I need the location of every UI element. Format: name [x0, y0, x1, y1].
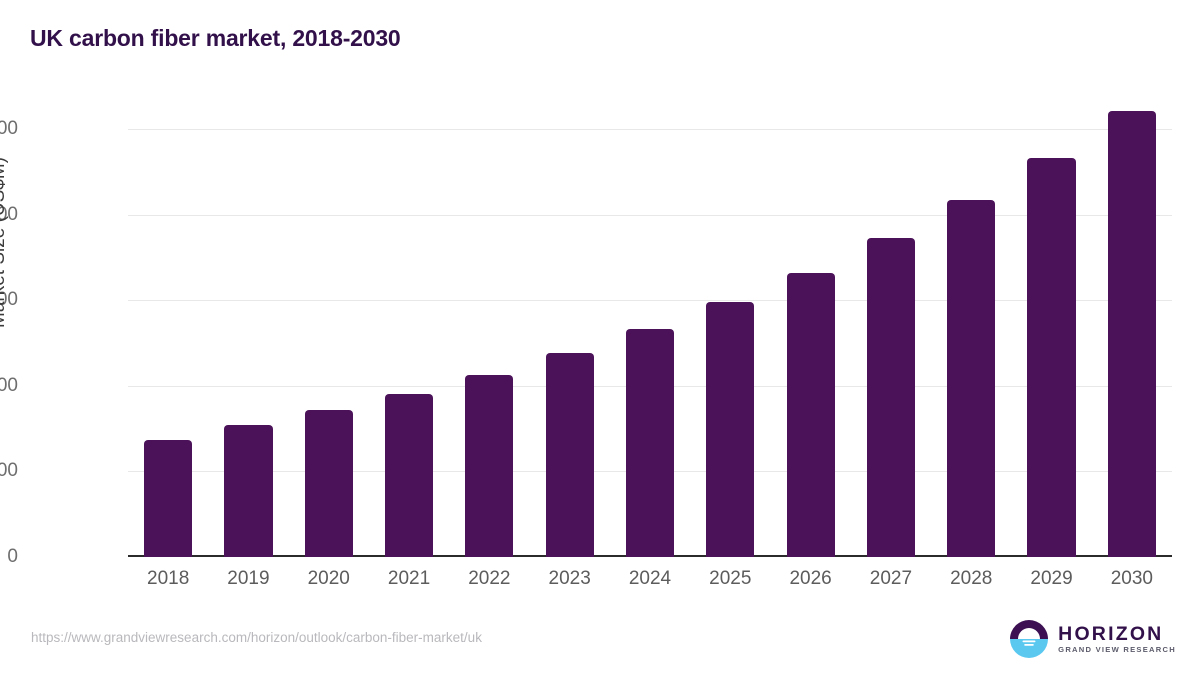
x-axis-tick-label: 2022 — [468, 568, 511, 589]
bar[interactable] — [947, 199, 996, 557]
gridline — [128, 214, 1172, 216]
bar-group: 2024 — [610, 100, 690, 589]
bar[interactable] — [384, 393, 434, 557]
bar-group: 2027 — [851, 100, 931, 589]
bar-group: 2025 — [690, 100, 770, 589]
y-axis-title: Market Size (US$M) — [0, 156, 9, 328]
bar[interactable] — [465, 375, 514, 557]
x-axis-tick-label: 2018 — [147, 568, 190, 589]
gridline — [128, 300, 1172, 302]
y-axis-tick-label: 400 — [0, 374, 18, 396]
logo-text: HORIZON GRAND VIEW RESEARCH — [1058, 624, 1176, 654]
x-axis-tick-label: 2027 — [869, 568, 913, 589]
logo-tagline: GRAND VIEW RESEARCH — [1058, 644, 1176, 654]
bar-group: 2026 — [770, 100, 850, 589]
x-axis-tick-label: 2021 — [387, 568, 431, 589]
x-axis-tick-label: 2028 — [950, 568, 993, 589]
bar-group: 2023 — [530, 100, 610, 589]
bar[interactable] — [1107, 111, 1156, 557]
bar-group: 2022 — [449, 100, 529, 589]
x-axis-tick-label: 2030 — [1110, 568, 1153, 589]
x-axis-tick-label: 2020 — [307, 568, 350, 589]
y-axis-tick-label: 0 — [7, 546, 18, 567]
bar-group: 2019 — [208, 100, 288, 589]
x-axis-tick-label: 2024 — [628, 568, 672, 589]
bar-group: 2020 — [289, 100, 369, 589]
bar-group: 2021 — [369, 100, 449, 589]
horizon-sun-logo-icon — [1010, 620, 1049, 658]
bar[interactable] — [224, 425, 273, 557]
bar-group: 2018 — [128, 100, 208, 589]
y-axis-tick-label: 200 — [0, 460, 18, 482]
bar[interactable] — [144, 440, 193, 557]
bar[interactable] — [1027, 158, 1076, 557]
bar[interactable] — [786, 272, 835, 557]
bar[interactable] — [625, 328, 675, 557]
x-axis-tick-label: 2029 — [1030, 568, 1073, 589]
bar-group: 2029 — [1011, 100, 1091, 589]
bar[interactable] — [304, 410, 353, 557]
y-axis-tick-label: 600 — [0, 289, 18, 311]
x-axis-tick-label: 2023 — [548, 568, 591, 589]
bar-group: 2030 — [1092, 100, 1172, 589]
x-axis-tick-label: 2025 — [709, 568, 752, 589]
page-title: UK carbon fiber market, 2018-2030 — [30, 25, 401, 51]
horizon-logo[interactable]: HORIZON GRAND VIEW RESEARCH — [1009, 618, 1176, 660]
bar[interactable] — [706, 302, 755, 557]
x-axis-tick-label: 2019 — [227, 568, 270, 589]
source-url[interactable]: https://www.grandviewresearch.com/horizo… — [31, 630, 482, 645]
bar[interactable] — [866, 238, 915, 557]
bar-group: 2028 — [931, 100, 1011, 589]
x-axis-tick-label: 2026 — [789, 568, 832, 589]
bar-series: 2018 2019 2020 2021 2022 2023 2024 2025 2026 2027… — [128, 100, 1172, 589]
gridline — [128, 129, 1172, 130]
y-axis-tick-label: 1000 — [0, 118, 18, 139]
bar[interactable] — [545, 353, 594, 557]
logo-wordmark: HORIZON — [1058, 623, 1164, 646]
y-axis-tick-label: 800 — [0, 203, 18, 225]
